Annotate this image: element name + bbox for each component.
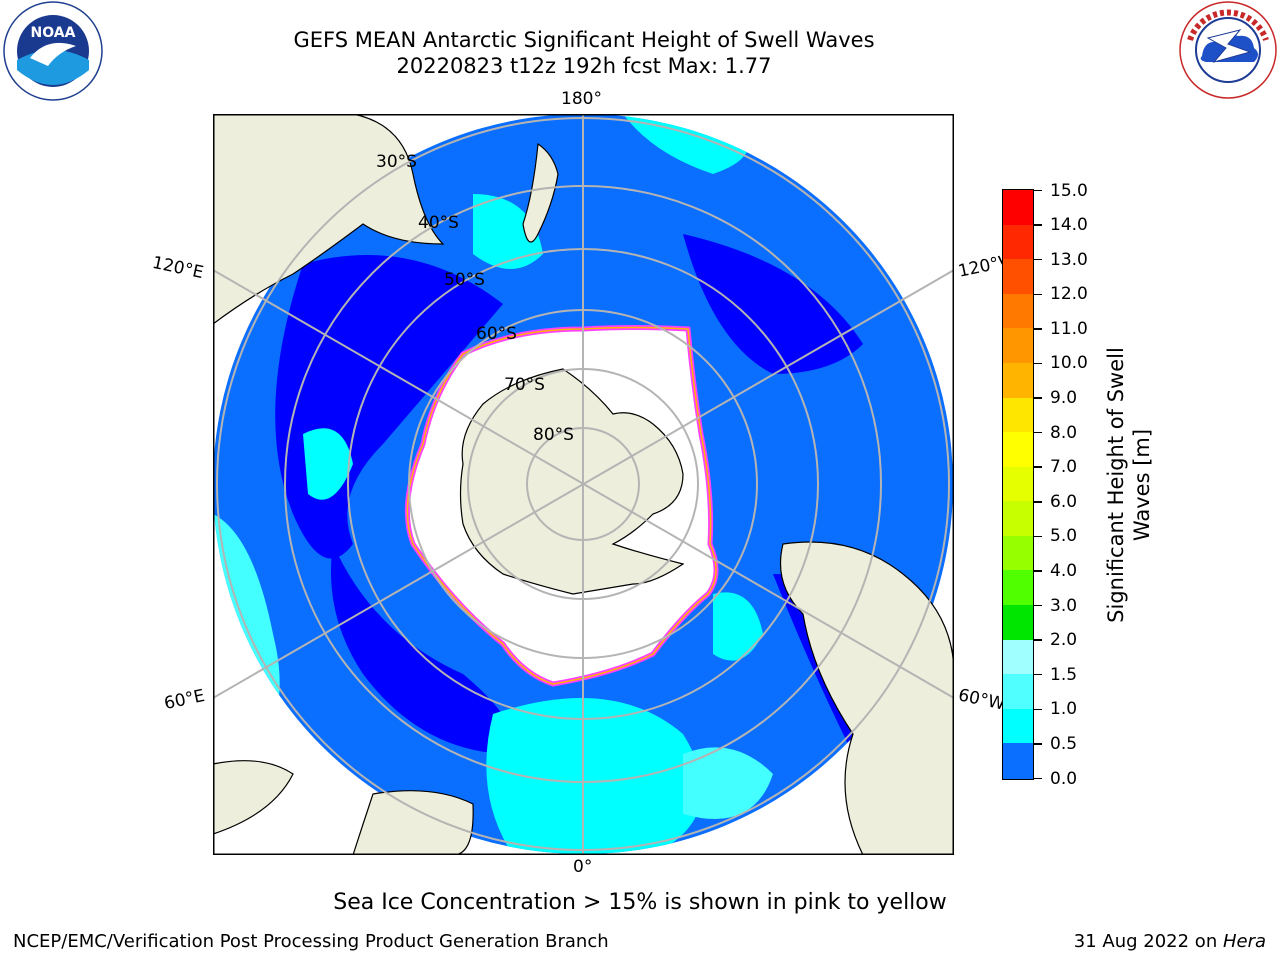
colorbar-segment [1003,362,1033,399]
colorbar-segment [1003,674,1033,710]
lat-label-70s: 70°S [504,375,545,395]
colorbar-tick [1034,535,1042,538]
madagascar-landmass [213,760,294,835]
noaa-logo-text: NOAA [31,25,76,41]
colorbar-tick [1034,777,1042,780]
colorbar-tick-label: 14.0 [1050,215,1088,236]
colorbar-tick-label: 2.0 [1050,630,1078,651]
colorbar-segment [1003,397,1033,433]
colorbar-segment [1003,293,1033,329]
colorbar-tick-label: 1.5 [1050,664,1078,685]
sea-ice-note: Sea Ice Concentration > 15% is shown in … [333,890,947,915]
map-subtitle: 20220823 t12z 192h fcst Max: 1.77 [396,54,772,78]
lat-label-30s: 30°S [376,152,417,172]
colorbar-tick-label: 10.0 [1050,353,1088,374]
colorbar-segment [1003,432,1033,468]
colorbar-tick [1034,397,1042,399]
colorbar-segment [1003,501,1033,537]
colorbar-tick [1034,501,1042,503]
colorbar-tick [1034,604,1042,607]
footer-machine-name: Hera [1222,931,1266,952]
colorbar-segment [1003,639,1033,675]
lat-label-60s: 60°S [476,324,517,344]
low-swell-zone [331,544,515,754]
antarctica-landmass [459,368,685,595]
colorbar [1002,189,1034,780]
colorbar-tick-label: 3.0 [1050,595,1078,616]
colorbar-tick [1034,328,1042,330]
colorbar-tick-label: 13.0 [1050,249,1088,270]
colorbar-tick-label: 0.5 [1050,733,1078,754]
footer-credit: NCEP/EMC/Verification Post Processing Pr… [13,931,609,952]
noaa-logo: NOAA [2,0,104,102]
south-america-landmass [779,541,954,855]
colorbar-tick [1034,431,1042,434]
colorbar-tick [1034,570,1042,572]
colorbar-tick [1034,293,1042,295]
lon-label-60w: 60°W [956,685,1007,715]
colorbar-segment [1003,535,1033,572]
colorbar-segment [1003,708,1033,744]
colorbar-tick-label: 9.0 [1050,388,1078,409]
colorbar-tick-label: 15.0 [1050,180,1088,201]
lat-label-80s: 80°S [533,425,574,445]
moderate-swell-zone [473,194,543,269]
map-title: GEFS MEAN Antarctic Significant Height o… [293,28,875,52]
lon-label-0: 0° [573,857,593,877]
colorbar-tick-label: 4.0 [1050,560,1078,581]
colorbar-segment [1003,224,1033,260]
colorbar-segment [1003,743,1033,779]
colorbar-tick-label: 6.0 [1050,491,1078,512]
footer-date: 31 Aug 2022 on Hera [1074,931,1266,952]
moderate-swell-zone [486,698,703,854]
map-border [213,114,954,855]
polar-map [213,114,954,855]
colorbar-tick [1034,189,1042,192]
footer-date-text: 31 Aug 2022 on [1073,931,1223,952]
lon-label-120e: 120°E [150,252,206,284]
colorbar-tick [1034,708,1042,711]
colorbar-tick [1034,639,1042,641]
colorbar-tick-label: 1.0 [1050,699,1078,720]
colorbar-segment [1003,570,1033,606]
longitude-grid [213,114,954,855]
colorbar-segment [1003,259,1033,295]
colorbar-tick [1034,673,1042,676]
colorbar-tick-label: 0.0 [1050,768,1078,789]
colorbar-tick-label: 5.0 [1050,526,1078,547]
colorbar-segment [1003,466,1033,502]
new-zealand-landmass [522,142,559,243]
colorbar-tick [1034,466,1042,468]
colorbar-tick [1034,224,1042,226]
colorbar-tick [1034,743,1042,745]
lat-label-50s: 50°S [444,270,485,290]
nws-logo [1178,0,1278,100]
colorbar-segment [1003,605,1033,641]
colorbar-tick-label: 7.0 [1050,457,1078,478]
colorbar-title: Significant Height of Swell Waves [m] [1103,325,1155,645]
colorbar-title-line2: Waves [m] [1130,428,1154,542]
colorbar-tick-label: 12.0 [1050,284,1088,305]
moderate-swell-zone [713,592,763,661]
colorbar-segment [1003,190,1033,226]
colorbar-title-line1: Significant Height of Swell [1104,347,1128,623]
colorbar-tick-label: 8.0 [1050,422,1078,443]
colorbar-tick-label: 11.0 [1050,318,1088,339]
moderate-swell-zone [303,428,353,500]
africa-landmass [352,790,474,855]
lon-label-180: 180° [561,89,602,109]
colorbar-tick [1034,258,1042,261]
colorbar-tick [1034,362,1042,365]
lon-label-60e: 60°E [162,685,207,715]
moderate-swell-zone [683,747,773,819]
lat-label-40s: 40°S [418,213,459,233]
low-swell-zone [683,234,863,374]
colorbar-segment [1003,328,1033,364]
